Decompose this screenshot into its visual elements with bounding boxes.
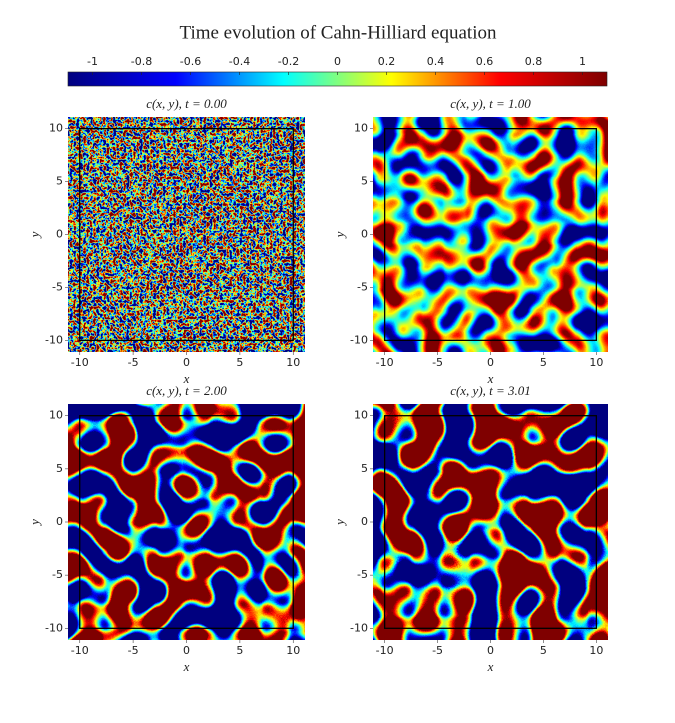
colorbar-tick-label: -0.8	[131, 55, 152, 68]
y-tick-label: 5	[56, 175, 63, 188]
x-tick-label: -5	[128, 644, 139, 657]
y-tick-label: -5	[52, 280, 63, 293]
x-tick-label: 5	[236, 644, 243, 657]
x-tick-label: -10	[71, 356, 89, 369]
y-tick-label: 0	[361, 228, 368, 241]
x-axis-label: x	[183, 371, 190, 386]
x-axis-label: x	[487, 659, 494, 674]
panel-title: c(x, y), t = 3.01	[450, 383, 531, 398]
y-tick-label: 5	[361, 462, 368, 475]
colorbar-tick-label: 1	[579, 55, 586, 68]
y-tick-label: 10	[49, 409, 63, 422]
x-axis-label: x	[183, 659, 190, 674]
colorbar-tick-label: 0.6	[476, 55, 494, 68]
x-tick-label: 0	[183, 356, 190, 369]
y-tick-label: 5	[56, 462, 63, 475]
y-axis-label: y	[332, 231, 347, 239]
x-tick-label: 0	[183, 644, 190, 657]
domain-box	[383, 415, 598, 629]
colorbar-tick-label: 0	[334, 55, 341, 68]
colorbar-tick-label: -0.4	[229, 55, 250, 68]
field-image	[373, 117, 608, 352]
field-image	[373, 404, 608, 640]
colorbar-tick-label: 0.2	[378, 55, 396, 68]
y-tick-label: 10	[49, 122, 63, 135]
x-tick-label: -10	[376, 356, 394, 369]
panel-title: c(x, y), t = 1.00	[450, 96, 531, 111]
y-tick-label: -10	[350, 333, 368, 346]
colorbar-tick-label: -0.2	[278, 55, 299, 68]
x-tick-label: 5	[236, 356, 243, 369]
x-tick-label: -5	[432, 356, 443, 369]
y-tick-label: 10	[354, 122, 368, 135]
colorbar-tick-label: -1	[87, 55, 98, 68]
colorbar-tick-label: 0.8	[525, 55, 543, 68]
x-tick-label: 10	[286, 644, 300, 657]
y-tick-label: -10	[350, 621, 368, 634]
x-tick-label: 10	[286, 356, 300, 369]
domain-box	[79, 415, 294, 629]
domain-box	[383, 127, 598, 342]
y-axis-label: y	[27, 231, 42, 239]
field-image	[68, 117, 305, 352]
y-tick-label: 10	[354, 409, 368, 422]
x-axis-label: x	[487, 371, 494, 386]
y-tick-label: 5	[361, 175, 368, 188]
x-tick-label: -10	[71, 644, 89, 657]
x-tick-label: -10	[376, 644, 394, 657]
y-tick-label: -5	[357, 568, 368, 581]
y-tick-label: -5	[52, 568, 63, 581]
x-tick-label: -5	[128, 356, 139, 369]
figure-title: Time evolution of Cahn-Hilliard equation	[180, 22, 497, 43]
y-axis-label: y	[332, 519, 347, 527]
x-tick-label: 0	[487, 356, 494, 369]
domain-box	[79, 127, 294, 342]
x-tick-label: 5	[540, 644, 547, 657]
panel-title: c(x, y), t = 0.00	[146, 96, 227, 111]
colorbar-tick-label: -0.6	[180, 55, 201, 68]
y-tick-label: -10	[45, 621, 63, 634]
y-tick-label: 0	[361, 515, 368, 528]
x-tick-label: 5	[540, 356, 547, 369]
x-tick-label: 10	[589, 644, 603, 657]
panel-title: c(x, y), t = 2.00	[146, 383, 227, 398]
y-tick-label: -10	[45, 333, 63, 346]
y-tick-label: 0	[56, 228, 63, 241]
x-tick-label: -5	[432, 644, 443, 657]
colorbar-tick-label: 0.4	[427, 55, 445, 68]
y-axis-label: y	[27, 519, 42, 527]
y-tick-label: -5	[357, 280, 368, 293]
x-tick-label: 0	[487, 644, 494, 657]
x-tick-label: 10	[589, 356, 603, 369]
y-tick-label: 0	[56, 515, 63, 528]
field-image	[68, 404, 305, 640]
